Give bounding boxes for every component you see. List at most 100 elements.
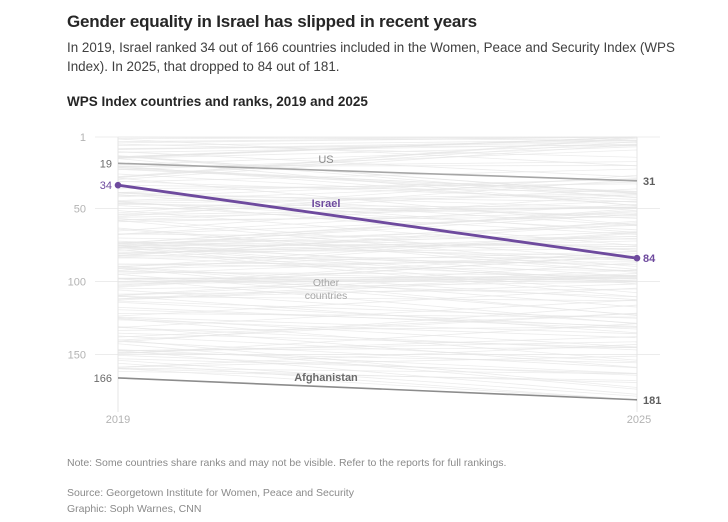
series-line-us	[117, 162, 638, 182]
other-country-line	[117, 269, 638, 297]
other-country-line	[117, 281, 638, 290]
other-country-line	[117, 194, 638, 233]
other-country-line	[117, 184, 638, 193]
other-country-line	[117, 300, 638, 319]
other-country-line	[117, 368, 638, 384]
other-country-line	[117, 136, 638, 159]
end-value-label: 181	[643, 395, 661, 407]
other-country-line	[117, 250, 638, 267]
other-country-line	[117, 296, 638, 302]
other-country-line	[117, 326, 638, 331]
other-country-line	[117, 220, 638, 268]
other-country-line	[117, 247, 638, 294]
y-tick-label: 1	[80, 132, 86, 144]
start-value-label: 166	[94, 373, 112, 385]
series-line-israel	[117, 183, 638, 260]
other-country-line	[117, 326, 638, 368]
other-country-line	[117, 295, 638, 334]
subheadline: In 2019, Israel ranked 34 out of 166 cou…	[67, 40, 675, 74]
other-country-line	[117, 351, 638, 364]
other-country-line	[117, 168, 638, 194]
other-country-line	[117, 206, 638, 218]
y-tick-label: 150	[68, 350, 86, 362]
other-country-line	[117, 263, 638, 272]
other-country-line	[117, 250, 638, 286]
other-country-line	[117, 136, 638, 141]
other-country-line	[117, 155, 638, 194]
other-country-line	[117, 136, 638, 140]
series-line-afghanistan	[117, 377, 638, 401]
other-country-line	[117, 223, 638, 256]
other-country-line	[117, 137, 638, 178]
other-country-line	[117, 168, 638, 183]
x-tick-label: 2025	[627, 414, 651, 426]
source-credit: Source: Georgetown Institute for Women, …	[67, 485, 354, 517]
other-countries-label: countries	[305, 290, 348, 302]
other-country-line	[117, 141, 638, 150]
other-country-line	[117, 227, 638, 270]
other-country-line	[117, 231, 638, 268]
other-country-line	[117, 193, 638, 202]
other-country-line	[117, 143, 638, 153]
point-israel-start	[114, 181, 122, 189]
other-country-line	[117, 191, 638, 209]
series-name-label: Israel	[312, 198, 341, 210]
other-country-line	[117, 140, 638, 150]
other-country-line	[117, 179, 638, 218]
other-country-line	[117, 200, 638, 221]
other-country-line	[117, 136, 638, 143]
graphic-credit: Graphic: Soph Warnes, CNN	[67, 503, 202, 515]
other-country-line	[117, 145, 638, 159]
other-country-line	[117, 350, 638, 395]
other-country-line	[117, 138, 638, 167]
other-country-line	[117, 339, 638, 388]
other-country-line	[117, 317, 638, 348]
other-country-line	[117, 273, 638, 316]
other-country-line	[117, 354, 638, 376]
other-country-line	[117, 203, 638, 216]
start-value-label: 19	[100, 158, 112, 170]
other-country-line	[117, 143, 638, 158]
other-country-line	[117, 168, 638, 192]
other-country-line	[117, 349, 638, 374]
other-country-line	[117, 368, 638, 401]
other-country-line	[117, 312, 638, 338]
x-tick-label: 2019	[106, 414, 130, 426]
source-text: Source: Georgetown Institute for Women, …	[67, 487, 354, 499]
other-country-line	[117, 246, 638, 257]
other-country-line	[117, 278, 638, 325]
other-country-line	[117, 341, 638, 352]
other-country-line	[117, 183, 638, 190]
other-country-line	[117, 139, 638, 146]
series	[114, 162, 641, 401]
start-value-label: 34	[100, 180, 112, 192]
other-country-line	[117, 335, 638, 363]
other-country-line	[117, 240, 638, 254]
end-value-label: 31	[643, 176, 655, 188]
other-country-line	[117, 289, 638, 324]
other-country-line	[117, 359, 638, 397]
other-country-line	[117, 211, 638, 244]
other-country-line	[117, 214, 638, 235]
end-value-label: 84	[643, 253, 656, 265]
other-country-line	[117, 194, 638, 204]
other-country-line	[117, 270, 638, 282]
other-countries-label: Other	[313, 277, 340, 289]
other-countries-lines	[117, 136, 638, 401]
other-country-line	[117, 277, 638, 285]
other-country-line	[117, 367, 638, 375]
y-tick-label: 100	[68, 277, 86, 289]
other-country-line	[117, 326, 638, 351]
other-country-line	[117, 188, 638, 215]
other-country-line	[117, 358, 638, 374]
series-name-label: Afghanistan	[294, 372, 358, 384]
labels: 19 31 US 34 84 Israel 166 181 Afghanistan Otherco…	[94, 154, 662, 407]
chart-title: WPS Index countries and ranks, 2019 and …	[67, 94, 368, 109]
other-country-line	[117, 207, 638, 248]
other-country-line	[117, 231, 638, 251]
other-country-line	[117, 213, 638, 246]
other-country-line	[117, 288, 638, 295]
y-tick-label: 50	[74, 204, 86, 216]
